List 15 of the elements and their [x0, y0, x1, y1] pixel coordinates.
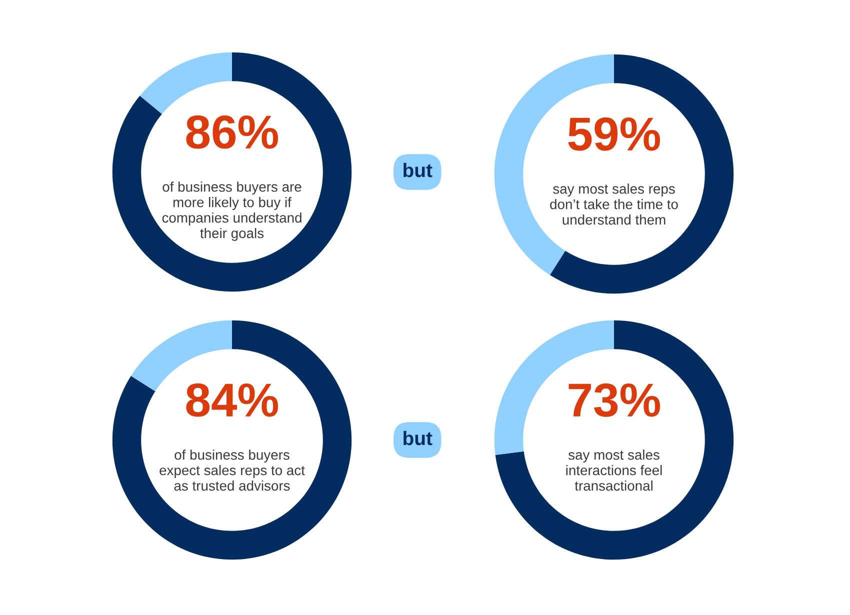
- data-label: 86%: [186, 115, 278, 149]
- text: but: [404, 430, 432, 446]
- text: but: [404, 162, 432, 178]
- text: say most sales interactions feel transactional: [566, 450, 662, 491]
- donut-slice: [550, 54, 734, 294]
- data-label: 73%: [568, 383, 660, 417]
- text: of business buyers are more likely to buy if companies understand their goals: [162, 182, 302, 241]
- text: of business buyers expect sales reps to act as trusted advisors: [160, 450, 305, 491]
- donut-slice: [495, 320, 734, 560]
- donut-slice: [140, 52, 232, 114]
- donut-slice: [112, 52, 352, 292]
- donut-slice: [112, 320, 352, 560]
- data-label: 84%: [186, 383, 278, 417]
- text: say most sales reps don’t take the time to understand them: [550, 184, 678, 225]
- data-label: 59%: [568, 117, 660, 151]
